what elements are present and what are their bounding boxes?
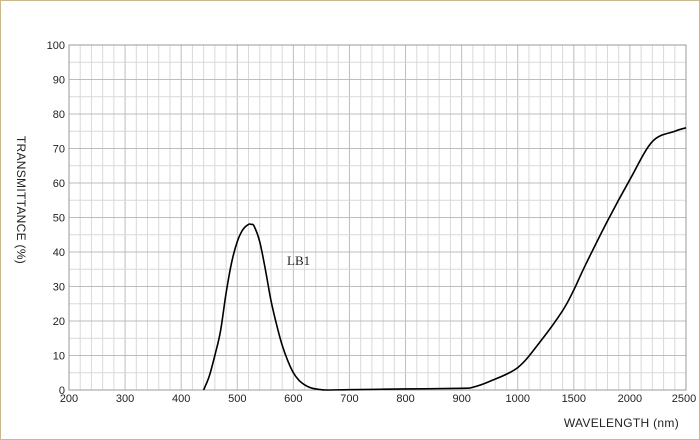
y-tick-label: 40 — [53, 247, 65, 259]
y-tick-label: 20 — [53, 316, 65, 328]
y-tick-label: 80 — [53, 109, 65, 121]
y-tick-label: 50 — [53, 213, 65, 225]
grid — [68, 44, 687, 391]
x-tick-label: 700 — [340, 393, 358, 405]
x-tick-label: 500 — [228, 393, 246, 405]
x-tick-label: 400 — [172, 393, 190, 405]
y-tick-label: 100 — [47, 40, 65, 52]
series-line-lb1 — [202, 127, 687, 391]
x-tick-labels: 200 300 400 500 600 700 800 900 1000 1500 2000 2500 — [60, 393, 696, 405]
x-tick-label: 2000 — [618, 393, 642, 405]
y-tick-label: 0 — [59, 385, 65, 397]
x-tick-label: 800 — [396, 393, 414, 405]
x-tick-label: 600 — [284, 393, 302, 405]
x-tick-label: 300 — [116, 393, 134, 405]
x-tick-label: 1500 — [562, 393, 586, 405]
y-tick-label: 10 — [53, 351, 65, 363]
x-axis-label: WAVELENGTH (nm) — [564, 416, 679, 430]
x-tick-label: 2500 — [672, 393, 696, 405]
x-tick-label: 900 — [452, 393, 470, 405]
y-tick-label: 70 — [53, 144, 65, 156]
y-tick-label: 30 — [53, 282, 65, 294]
y-tick-labels: 0 10 20 30 40 50 60 70 80 90 100 — [47, 40, 65, 397]
x-tick-label: 200 — [60, 393, 78, 405]
y-axis-label: TRANSMITTANCE (%) — [14, 136, 28, 264]
series-label-lb1: LB1 — [287, 253, 310, 268]
y-tick-label: 90 — [53, 75, 65, 87]
y-tick-label: 60 — [53, 178, 65, 190]
x-tick-label: 1000 — [505, 393, 529, 405]
